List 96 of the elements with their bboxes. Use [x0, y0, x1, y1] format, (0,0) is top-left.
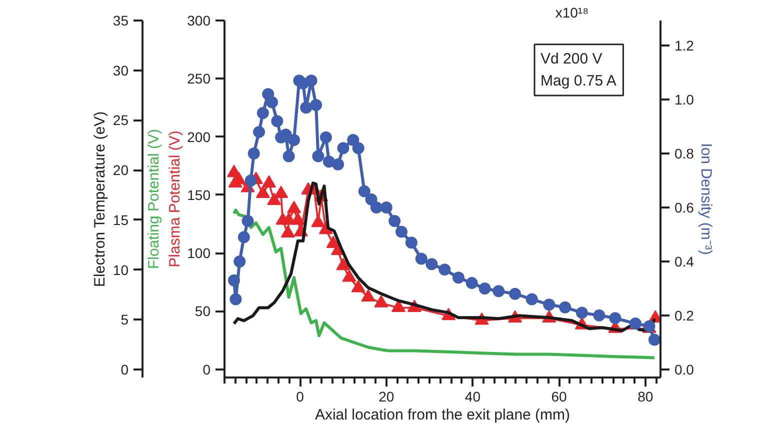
point [280, 128, 292, 141]
y2-tick-label: 1.2 [674, 38, 694, 54]
point [336, 258, 350, 270]
y2-tick-label: 0.2 [674, 307, 694, 324]
point [492, 285, 505, 298]
y-tick-label: 50 [194, 303, 211, 320]
y3-tick-label: 35 [112, 12, 129, 28]
point [238, 231, 250, 244]
point [438, 264, 451, 276]
point [267, 192, 282, 205]
point [466, 277, 478, 290]
point [310, 98, 322, 111]
y-tick-label: 200 [187, 128, 211, 145]
point [282, 150, 295, 162]
point [415, 252, 428, 265]
x-tick-label: 20 [378, 388, 394, 404]
point [426, 258, 438, 270]
x-axis-title: Axial location from the exit plane (mm) [314, 406, 570, 424]
point [228, 274, 240, 286]
point [256, 107, 269, 120]
y2-tick-label: 0.6 [674, 200, 694, 216]
point [342, 269, 356, 282]
point [234, 255, 246, 268]
point [351, 280, 366, 292]
point [266, 96, 278, 108]
point [391, 300, 406, 312]
y-tick-label: 100 [187, 245, 211, 262]
text: Ion Density (m⁻³) [698, 143, 714, 255]
y3-tick-label: 0 [120, 362, 129, 378]
y3-tick-label: 10 [112, 262, 129, 278]
point [629, 318, 642, 330]
point [509, 288, 522, 300]
point [361, 289, 376, 302]
y-tick-label: 250 [187, 70, 211, 87]
y2-tick-label: 0.0 [674, 361, 694, 378]
y-tick-label: 150 [187, 186, 211, 203]
annotation: x10¹⁸ [555, 4, 589, 20]
point [358, 185, 370, 198]
point [244, 174, 257, 187]
point [253, 126, 266, 138]
point [593, 309, 606, 322]
point [352, 142, 364, 154]
point [559, 301, 572, 314]
y2-tick-label: 1.0 [674, 92, 694, 108]
point [290, 212, 305, 225]
point [526, 293, 538, 306]
y2-tick-label: 0.8 [674, 146, 694, 162]
point [300, 102, 312, 114]
x-tick-label: 40 [464, 388, 481, 404]
y2-tick-label: 0.4 [674, 253, 694, 270]
point [312, 150, 324, 162]
point [271, 115, 284, 128]
x-tick-label: 0 [296, 388, 304, 404]
point [288, 134, 300, 146]
point [543, 298, 556, 311]
y-tick-label: 300 [187, 12, 211, 28]
point [230, 293, 242, 306]
point [280, 225, 295, 238]
point [256, 186, 270, 198]
point [287, 200, 301, 214]
point [370, 202, 382, 214]
point [320, 131, 332, 144]
point [478, 282, 491, 294]
text: Electron Temperature (eV) [92, 111, 108, 287]
x-tick-label: 60 [551, 388, 568, 404]
point [388, 215, 401, 227]
y3-tick-label: 15 [112, 212, 129, 228]
annotation: Vd 200 V [540, 50, 602, 68]
point [242, 215, 254, 227]
point [609, 312, 622, 324]
point [248, 148, 260, 160]
line-series [232, 208, 656, 360]
point [347, 134, 360, 146]
point [648, 334, 660, 346]
text: Plasma Potential (V) [166, 130, 184, 268]
point [262, 175, 276, 188]
point [452, 272, 464, 284]
y-tick-label: 0 [202, 361, 211, 378]
point [365, 193, 378, 206]
y3-tick-label: 5 [120, 312, 129, 328]
y3-tick-label: 25 [112, 112, 129, 128]
point [374, 295, 388, 308]
y3-tick-label: 20 [112, 162, 129, 178]
point [380, 202, 392, 214]
point [337, 142, 350, 154]
point [332, 158, 344, 170]
y3-tick-label: 30 [112, 62, 129, 78]
x-tick-label: 80 [638, 388, 654, 404]
point [274, 186, 288, 198]
point [311, 214, 326, 228]
annotation: Mag 0.75 A [540, 72, 616, 90]
point [305, 74, 318, 87]
point [395, 226, 408, 238]
text: Floating Potential (V) [146, 128, 162, 270]
point [405, 236, 418, 249]
point [576, 306, 588, 319]
